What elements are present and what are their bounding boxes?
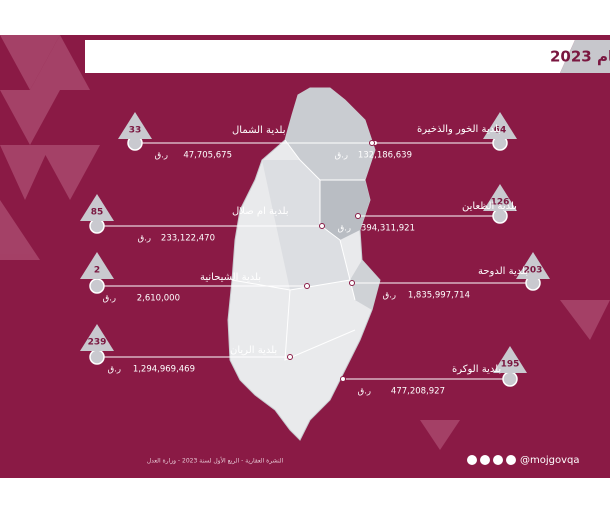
count-triangle: [80, 194, 114, 221]
count-triangle: [483, 184, 517, 211]
marker-circle: [89, 349, 105, 365]
count: 203: [524, 266, 543, 276]
currency: ر.ق: [103, 294, 116, 304]
currency: ر.ق: [138, 234, 151, 244]
count: 239: [88, 338, 107, 348]
currency: ر.ق: [383, 291, 396, 301]
amount: 394,311,921: [361, 224, 415, 234]
title-accent: [560, 40, 610, 73]
amount: 477,208,927: [391, 387, 445, 397]
map-dot: [304, 283, 310, 289]
count-triangle: [80, 252, 114, 279]
marker-circle: [502, 371, 518, 387]
municipality-name: بلدية الوكرة: [452, 364, 501, 375]
map: [227, 87, 381, 441]
count-triangle: [516, 252, 550, 279]
currency: ر.ق: [108, 365, 121, 375]
map-dot: [287, 354, 293, 360]
currency: ر.ق: [155, 151, 168, 161]
map-dot: [340, 376, 346, 382]
count-triangle: [118, 112, 152, 139]
decor: [0, 35, 610, 450]
amount: 233,122,470: [161, 234, 215, 244]
map-dot: [355, 213, 361, 219]
count: 126: [491, 198, 510, 208]
amount: 132,186,639: [358, 151, 412, 161]
amount: 1,294,969,469: [133, 365, 195, 375]
count-triangle: [493, 346, 527, 373]
marker-circle: [89, 218, 105, 234]
count: 195: [501, 360, 520, 370]
municipality-name: بلدية الخور والذخيرة: [417, 124, 501, 135]
social-icons: [467, 455, 516, 465]
count: 33: [129, 126, 142, 136]
currency: ر.ق: [358, 387, 371, 397]
amount: 2,610,000: [137, 294, 180, 304]
municipality-labels: 33 بلدية الشمال 47,705,675 ر.ق 85 بلدية ام صل…: [80, 112, 550, 397]
map-dot: [369, 140, 375, 146]
footer-source: النشرة العقارية - الربع الأول لسنة 2023 …: [147, 457, 284, 465]
marker-circle: [89, 278, 105, 294]
municipality-name: بلدية الريان: [230, 345, 277, 356]
municipality-name: بلدية ام صلال: [232, 206, 289, 217]
map-dot: [349, 280, 355, 286]
currency: ر.ق: [338, 224, 351, 234]
footer-handle: @mojgovqa: [520, 455, 580, 466]
municipality-name: بلدية الظعاين: [462, 201, 517, 212]
municipality-name: بلدية الشمال: [232, 125, 286, 136]
count: 64: [494, 126, 507, 136]
currency: ر.ق: [335, 151, 348, 161]
title-banner: [85, 40, 575, 73]
count: 85: [91, 208, 104, 218]
map-dot: [319, 223, 325, 229]
count-triangle: [80, 324, 114, 351]
municipality-name: بلدية الشيحانية: [200, 272, 261, 283]
amount: 1,835,997,714: [408, 291, 470, 301]
title: عدد العقارات المتداولة حسب البلديات خلال…: [550, 48, 610, 66]
amount: 47,705,675: [183, 151, 232, 161]
municipality-name: بلدية الدوحة: [478, 266, 528, 277]
count: 2: [94, 266, 100, 276]
count-triangle: [483, 112, 517, 139]
